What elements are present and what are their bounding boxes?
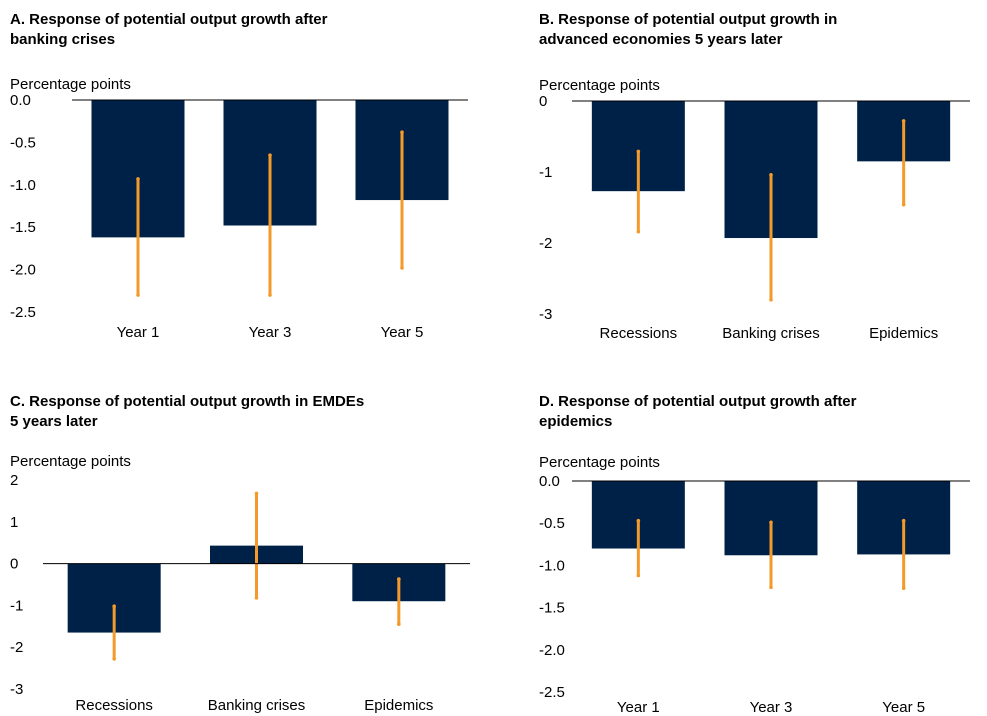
category-label: Banking crises <box>208 697 306 714</box>
error-cap <box>397 622 401 627</box>
category-label: Year 5 <box>381 324 424 341</box>
category-label: Year 5 <box>882 699 925 716</box>
error-cap <box>769 520 773 525</box>
category-label: Recessions <box>75 697 153 714</box>
y-tick-label: -1.0 <box>10 177 36 194</box>
y-tick-label: -2 <box>539 235 552 252</box>
error-cap <box>636 518 641 523</box>
panel-a: A. Response of potential output growth a… <box>10 10 490 350</box>
unit-label: Percentage points <box>539 454 660 471</box>
y-tick-label: 2 <box>10 472 18 489</box>
panel-c: C. Response of potential output growth i… <box>10 392 490 716</box>
error-cap <box>636 229 641 234</box>
y-tick-label: 0.0 <box>10 92 31 109</box>
unit-label: Percentage points <box>539 77 660 94</box>
y-tick-label: -1.5 <box>539 600 565 617</box>
category-label: Year 3 <box>750 699 793 716</box>
error-cap <box>901 119 906 123</box>
y-tick-label: -1 <box>10 597 23 614</box>
y-tick-label: -2.5 <box>539 684 565 701</box>
y-tick-label: -2.0 <box>539 642 565 659</box>
panel-title-line: C. Response of potential output growth i… <box>10 393 365 410</box>
bar-chart: Percentage points 2 1 0 -1 -2 -3 Recessions Bank… <box>10 453 470 714</box>
y-tick-label: 0.0 <box>539 473 560 490</box>
error-cap <box>901 518 906 523</box>
panel-title-line: 5 years later <box>10 413 98 430</box>
panel-title-line: B. Response of potential output growth i… <box>539 11 838 28</box>
y-tick-label: -2.0 <box>10 262 36 279</box>
panel-title-line: advanced economies 5 years later <box>539 31 783 48</box>
error-cap <box>901 586 906 590</box>
y-tick-label: 1 <box>10 514 18 531</box>
error-cap <box>112 657 116 661</box>
category-label: Year 3 <box>249 324 292 341</box>
y-tick-label: -3 <box>10 681 23 698</box>
panel-title: D. Response of potential output growth a… <box>539 392 857 432</box>
panel-title-line: banking crises <box>10 31 116 48</box>
error-cap <box>769 585 773 590</box>
error-cap <box>254 491 259 496</box>
error-cap <box>901 202 906 207</box>
category-label: Year 1 <box>617 699 660 716</box>
y-tick-label: -1.5 <box>10 219 36 236</box>
panel-title-line: epidemics <box>539 413 613 430</box>
y-tick-label: -0.5 <box>539 515 565 532</box>
error-cap <box>400 130 404 135</box>
category-label: Epidemics <box>869 325 938 342</box>
y-tick-label: -0.5 <box>10 134 36 151</box>
error-cap <box>636 149 641 154</box>
y-tick-label: -2.5 <box>10 304 36 321</box>
y-tick-label: -2 <box>10 639 23 656</box>
error-cap <box>136 293 140 297</box>
panel-title-line: D. Response of potential output growth a… <box>539 393 857 410</box>
y-tick-label: 0 <box>539 93 547 110</box>
unit-label: Percentage points <box>10 76 131 93</box>
error-cap <box>268 153 272 157</box>
y-tick-label: -3 <box>539 306 552 323</box>
panel-title: B. Response of potential output growth i… <box>539 10 837 50</box>
panel-d: D. Response of potential output growth a… <box>539 392 979 716</box>
unit-label: Percentage points <box>10 453 131 470</box>
y-tick-label: -1.0 <box>539 557 565 574</box>
y-tick-label: 0 <box>10 556 18 573</box>
category-label: Year 1 <box>117 324 160 341</box>
panel-title: A. Response of potential output growth a… <box>10 10 328 50</box>
error-cap <box>636 573 641 578</box>
error-cap <box>769 298 773 302</box>
error-cap <box>136 177 140 181</box>
panel-title-line: A. Response of potential output growth a… <box>10 11 328 28</box>
error-cap <box>769 173 773 177</box>
panel-title: C. Response of potential output growth i… <box>10 392 364 432</box>
panel-b: B. Response of potential output growth i… <box>539 10 979 350</box>
category-label: Banking crises <box>722 325 820 342</box>
y-tick-label: -1 <box>539 164 552 181</box>
error-cap <box>112 604 116 609</box>
error-cap <box>400 266 404 270</box>
category-label: Epidemics <box>364 697 433 714</box>
error-cap <box>268 293 272 297</box>
category-label: Recessions <box>600 325 678 342</box>
error-cap <box>254 596 259 600</box>
bar-chart: Percentage points 0.0 -0.5 -1.0 -1.5 -2.0 -2.5… <box>539 454 970 716</box>
error-cap <box>397 577 401 581</box>
